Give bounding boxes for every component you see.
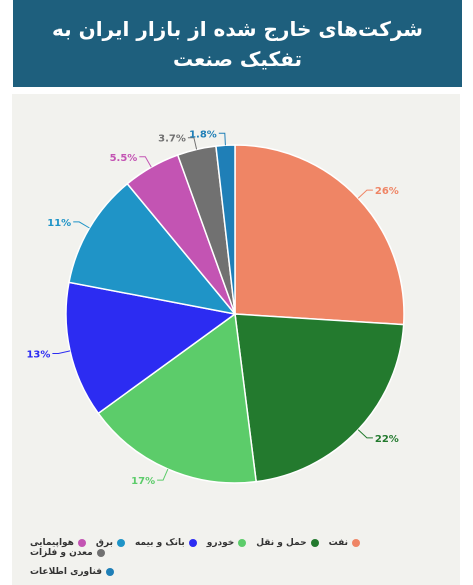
- legend-label: هواپیمایی: [30, 538, 74, 548]
- pie-slice: [234, 313, 405, 483]
- legend-item: بانک و بیمه: [135, 538, 197, 548]
- legend-item: خودرو: [207, 538, 247, 548]
- slice-data-label: 5.5%: [110, 153, 138, 164]
- chart-title: شرکت‌های خارج شده از بازار ایران به تفکی…: [52, 16, 423, 71]
- legend-item: نفت: [329, 538, 360, 548]
- legend-marker: [116, 539, 125, 547]
- legend-item: برق: [96, 538, 125, 548]
- legend-row-2: فناوری اطلاعات: [20, 567, 430, 577]
- legend-marker: [77, 539, 86, 547]
- legend-label: نفت: [328, 538, 348, 548]
- legend-label: حمل و نقل: [256, 538, 307, 548]
- legend-item: فناوری اطلاعات: [30, 567, 115, 577]
- pie-slice: [65, 281, 237, 415]
- slice-data-label: 13%: [26, 350, 50, 361]
- label-leader-line: [73, 221, 90, 229]
- legend-marker: [96, 549, 105, 557]
- legend-item: هواپیمایی: [30, 538, 86, 548]
- pie-slice: [68, 182, 237, 316]
- label-leader-line: [139, 156, 152, 168]
- pie-slice: [97, 312, 258, 484]
- slice-data-label: 17%: [131, 476, 155, 487]
- label-leader-line: [357, 429, 373, 439]
- legend-row-1: نفت حمل و نقل خودرو بانک و بیمه برق هواپیمایی…: [20, 538, 430, 558]
- legend-label: بانک و بیمه: [134, 538, 185, 548]
- legend-label: خودرو: [206, 538, 235, 548]
- chart-panel: 26% 22% 17% 13% 11% 5.5% 3.7% 1.8%: [12, 94, 460, 585]
- legend-label: معدن و فلزات: [30, 548, 93, 558]
- title-banner: شرکت‌های خارج شده از بازار ایران به تفکی…: [13, 0, 462, 87]
- slice-data-label: 26%: [375, 186, 399, 197]
- label-leader-line: [52, 350, 71, 354]
- legend-marker: [106, 568, 115, 576]
- legend-marker: [310, 539, 319, 547]
- label-leader-line: [357, 189, 373, 199]
- label-leader-line: [187, 137, 198, 150]
- slice-data-label: 11%: [47, 218, 71, 229]
- legend-label: برق: [95, 538, 113, 548]
- slice-data-label: 1.8%: [189, 129, 217, 140]
- pie-chart: 26% 22% 17% 13% 11% 5.5% 3.7% 1.8%: [26, 129, 405, 487]
- slice-data-label: 3.7%: [158, 134, 186, 145]
- legend-label: فناوری اطلاعات: [30, 567, 103, 577]
- pie-slice: [234, 144, 405, 326]
- label-leader-line: [157, 468, 169, 481]
- legend-marker: [351, 539, 360, 547]
- slice-data-label: 22%: [375, 434, 399, 445]
- legend-marker: [188, 539, 197, 547]
- legend-marker: [238, 539, 247, 547]
- legend-item: حمل و نقل: [256, 538, 319, 548]
- label-leader-line: [218, 132, 226, 146]
- legend-item: معدن و فلزات: [30, 548, 105, 558]
